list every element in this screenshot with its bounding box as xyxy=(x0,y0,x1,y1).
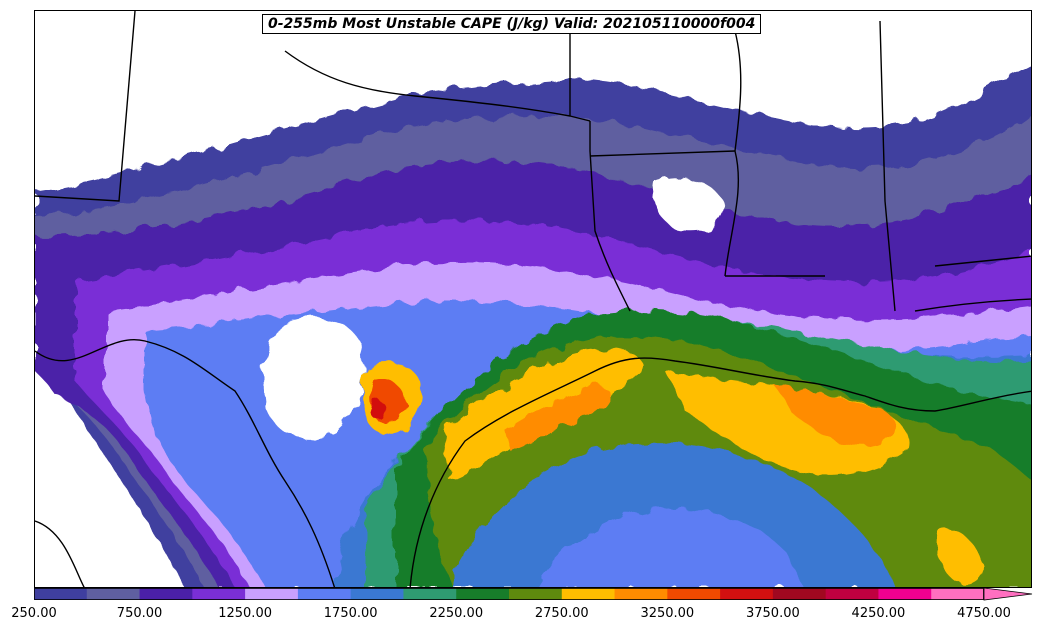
cape-clear-patch-tx xyxy=(262,318,364,438)
border-mississippi xyxy=(724,30,742,277)
colorbar-segment xyxy=(403,588,457,600)
coastline-gulf xyxy=(409,357,1031,587)
colorbar-tick-label: 3750.00 xyxy=(745,606,800,621)
colorbar-segment xyxy=(509,588,563,600)
colorbar-tick-label: 1750.00 xyxy=(323,606,378,621)
colorbar-segment xyxy=(350,588,404,600)
cape-contour-field xyxy=(35,11,1031,587)
colorbar-segment xyxy=(667,588,721,600)
colorbar-segment xyxy=(456,588,510,600)
colorbar-segment xyxy=(297,588,352,600)
border-mexico-interior xyxy=(35,520,85,587)
cape-band-3250-west xyxy=(505,385,609,451)
colorbar-segment xyxy=(86,588,141,600)
colorbar-segment xyxy=(192,588,246,600)
cape-band-3250-east xyxy=(775,386,894,447)
colorbar-segment xyxy=(931,588,985,600)
cape-clear-north xyxy=(35,11,1031,181)
border-tx-ok xyxy=(284,50,591,122)
colorbar-tick-label: 4250.00 xyxy=(851,606,906,621)
colorbar xyxy=(34,588,1033,601)
colorbar-extend-arrow xyxy=(983,588,1033,601)
border-al-fl xyxy=(934,255,1031,267)
border-ar-la xyxy=(589,150,736,157)
colorbar-segment xyxy=(825,588,879,600)
colorbar-tick-label: 2250.00 xyxy=(429,606,484,621)
colorbar-segment xyxy=(561,588,616,600)
colorbar-tick-label: 750.00 xyxy=(116,606,163,621)
cape-clear-patch-ar xyxy=(653,177,725,233)
colorbar-segment xyxy=(34,588,88,600)
border-tx-mexico xyxy=(35,338,336,587)
cape-band-3750-tx xyxy=(371,400,386,421)
colorbar-tick-label: 2750.00 xyxy=(534,606,589,621)
colorbar-segment xyxy=(772,588,827,600)
colorbar-tick-label: 250.00 xyxy=(11,606,57,621)
colorbar-segment xyxy=(614,588,668,600)
cape-clear-sw xyxy=(35,371,144,587)
political-borders xyxy=(35,11,1031,587)
cape-band-1750-inner xyxy=(536,508,804,587)
border-ms-al xyxy=(879,20,896,312)
map-title: 0-255mb Most Unstable CAPE (J/kg) Valid:… xyxy=(262,14,762,34)
colorbar-segment xyxy=(245,588,299,600)
cape-map xyxy=(34,10,1032,588)
cape-band-3000-east xyxy=(665,371,908,475)
coastline-fl-panhandle xyxy=(914,298,1031,312)
colorbar-segment xyxy=(878,588,932,600)
colorbar-segment xyxy=(720,588,774,600)
colorbar-tick-label: 3250.00 xyxy=(640,606,695,621)
colorbar-segment xyxy=(139,588,193,600)
colorbar-outline xyxy=(34,588,984,600)
cape-band-3000-se xyxy=(938,529,981,583)
border-nm-co xyxy=(35,11,136,202)
border-tx-ar xyxy=(589,121,631,312)
colorbar-tick-label: 1250.00 xyxy=(218,606,272,621)
colorbar-tick-label: 4750.00 xyxy=(957,606,1011,621)
